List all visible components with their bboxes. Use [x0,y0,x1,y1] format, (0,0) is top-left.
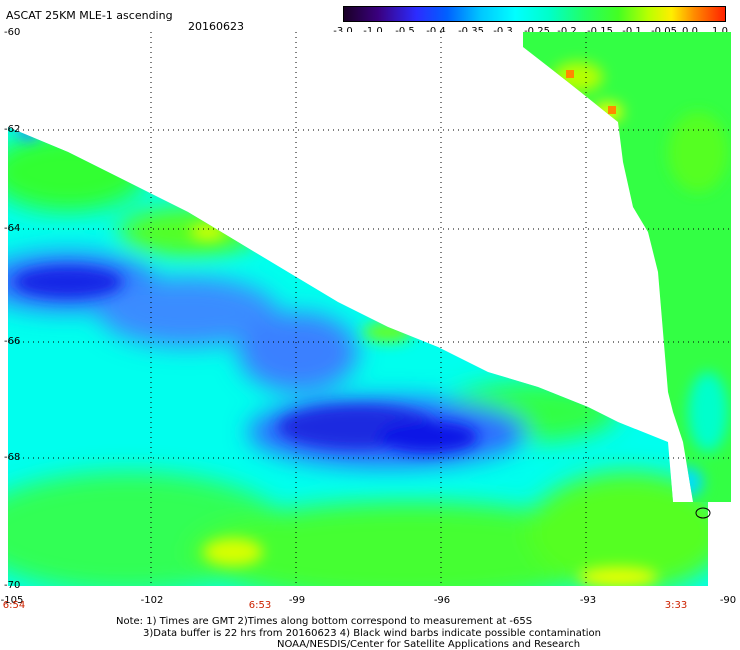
graticule [8,32,731,586]
note-line-1: Note: 1) Times are GMT 2)Times along bot… [116,616,533,627]
swath-left [8,127,708,586]
wind-field-svg [8,32,731,586]
colorbar-label: -1.0 [363,26,383,37]
lat-label: -64 [4,223,21,234]
time-label: 6:53 [248,600,272,611]
lon-label: -102 [140,595,164,606]
lon-label: -99 [288,595,306,606]
colorbar-label: -0.25 [524,26,550,37]
colorbar-label: -0.35 [458,26,484,37]
lat-label: -70 [4,580,21,591]
colorbar-label: -0.2 [557,26,577,37]
map-date: 20160623 [188,20,244,33]
lat-label: -60 [4,27,21,38]
lon-label: -105 [0,595,24,606]
time-label: 6:54 [2,600,26,611]
wind-map [8,32,731,586]
lon-label: -96 [433,595,451,606]
colorbar-label: -0.05 [651,26,677,37]
lon-label: -90 [719,595,737,606]
time-label: 3:33 [664,600,688,611]
lat-label: -68 [4,452,21,463]
contamination-marker [695,507,711,519]
colorbar-label: 1.0 [712,26,728,37]
colorbar-label: -0.15 [587,26,613,37]
lat-label: -66 [4,336,21,347]
colorbar-label: -0.5 [395,26,415,37]
lon-label: -93 [579,595,597,606]
lat-label: -62 [4,124,21,135]
colorbar-label: -0.4 [426,26,446,37]
colorbar-label: -0.1 [622,26,642,37]
colorbar [343,6,726,22]
colorbar-label: -3.0 [333,26,353,37]
note-line-2: 3)Data buffer is 22 hrs from 20160623 4)… [143,628,601,639]
map-title: ASCAT 25KM MLE-1 ascending [6,9,173,22]
note-line-3: NOAA/NESDIS/Center for Satellite Applica… [277,639,581,650]
colorbar-label: 0.0 [682,26,698,37]
colorbar-label: -0.3 [493,26,513,37]
